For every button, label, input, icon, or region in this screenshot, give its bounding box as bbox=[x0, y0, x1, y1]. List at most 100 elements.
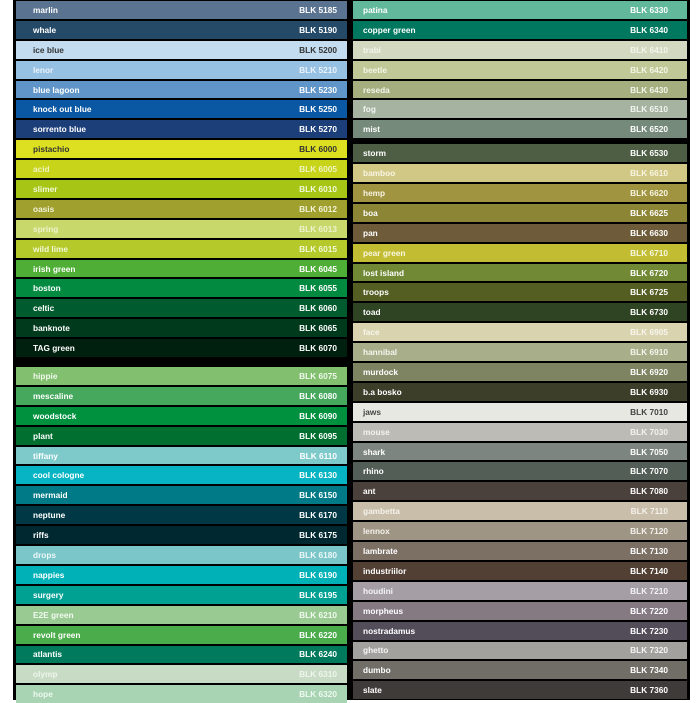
color-swatch-nappies: nappies BLK 6190 bbox=[16, 565, 347, 584]
swatch-code: BLK 6045 bbox=[299, 263, 337, 274]
swatch-code: BLK 6620 bbox=[630, 187, 668, 198]
swatch-name: acid bbox=[33, 164, 50, 175]
swatch-code: BLK 6110 bbox=[299, 450, 337, 461]
swatch-code: BLK 6015 bbox=[299, 243, 337, 254]
color-swatch-ant: ant BLK 7080 bbox=[353, 482, 687, 501]
swatch-name: industriilor bbox=[363, 565, 407, 576]
color-swatch-nostradamus: nostradamus BLK 7230 bbox=[353, 621, 687, 640]
color-swatch-troops: troops BLK 6725 bbox=[353, 283, 687, 302]
swatch-name: fog bbox=[363, 104, 376, 115]
swatch-name: troops bbox=[363, 287, 389, 298]
swatch-code: BLK 6710 bbox=[630, 247, 668, 258]
swatch-name: mist bbox=[363, 124, 381, 135]
color-swatch-shark: shark BLK 7050 bbox=[353, 442, 687, 461]
color-swatch-knock-out-blue: knock out blue BLK 5250 bbox=[16, 100, 347, 119]
swatch-code: BLK 7110 bbox=[630, 506, 668, 517]
swatch-name: lennox bbox=[363, 526, 390, 537]
swatch-name: lost island bbox=[363, 267, 405, 278]
swatch-name: dumbo bbox=[363, 665, 391, 676]
swatch-code: BLK 7030 bbox=[630, 426, 668, 437]
swatch-name: neptune bbox=[33, 510, 66, 521]
swatch-name: irish green bbox=[33, 263, 76, 274]
color-swatch-houdini: houdini BLK 7210 bbox=[353, 581, 687, 600]
swatch-name: houdini bbox=[363, 585, 393, 596]
swatch-code: BLK 6080 bbox=[299, 390, 337, 401]
swatch-name: lambrate bbox=[363, 545, 398, 556]
swatch-name: hemp bbox=[363, 187, 386, 198]
color-chart-left-column: marlin BLK 5185 whale BLK 5190 ice blue BLK 5… bbox=[13, 0, 350, 703]
color-swatch-spring: spring BLK 6013 bbox=[16, 219, 347, 238]
swatch-code: BLK 5210 bbox=[299, 64, 337, 75]
swatch-name: drops bbox=[33, 549, 57, 560]
swatch-name: revolt green bbox=[33, 629, 81, 640]
color-swatch-cool-cologne: cool cologne BLK 6130 bbox=[16, 466, 347, 485]
swatch-code: BLK 6075 bbox=[299, 370, 337, 381]
swatch-code: BLK 6420 bbox=[630, 64, 668, 75]
color-chart-right-column: patina BLK 6330 copper green BLK 6340 trabi B… bbox=[350, 0, 690, 700]
swatch-code: BLK 6220 bbox=[299, 629, 337, 640]
swatch-name: TAG green bbox=[33, 343, 75, 354]
swatch-code: BLK 7050 bbox=[630, 446, 668, 457]
swatch-code: BLK 6430 bbox=[630, 84, 668, 95]
color-swatch-irish-green: irish green BLK 6045 bbox=[16, 259, 347, 278]
color-swatch-e2e-green: E2E green BLK 6210 bbox=[16, 605, 347, 624]
swatch-name: olymp bbox=[33, 669, 58, 680]
swatch-name: ant bbox=[363, 486, 376, 497]
color-swatch-b-a-bosko: b.a bosko BLK 6930 bbox=[353, 382, 687, 401]
swatch-name: riffs bbox=[33, 530, 49, 541]
swatch-name: rhino bbox=[363, 466, 384, 477]
color-swatch-mescaline: mescaline BLK 6080 bbox=[16, 386, 347, 405]
swatch-name: hope bbox=[33, 689, 53, 700]
color-swatch-celtic: celtic BLK 6060 bbox=[16, 299, 347, 318]
swatch-code: BLK 7010 bbox=[630, 406, 668, 417]
swatch-code: BLK 6410 bbox=[630, 44, 668, 55]
swatch-name: woodstock bbox=[33, 410, 77, 421]
color-swatch-acid: acid BLK 6005 bbox=[16, 160, 347, 179]
swatch-name: reseda bbox=[363, 84, 390, 95]
swatch-name: oasis bbox=[33, 203, 55, 214]
color-swatch-mist: mist BLK 6520 bbox=[353, 120, 687, 139]
swatch-code: BLK 5250 bbox=[299, 104, 337, 115]
swatch-name: nostradamus bbox=[363, 625, 416, 636]
color-swatch-patina: patina BLK 6330 bbox=[353, 1, 687, 19]
color-swatch-copper-green: copper green BLK 6340 bbox=[353, 20, 687, 39]
swatch-name: bamboo bbox=[363, 168, 396, 179]
swatch-name: pistachio bbox=[33, 144, 70, 155]
swatch-code: BLK 6090 bbox=[299, 410, 337, 421]
swatch-name: wild lime bbox=[33, 243, 69, 254]
swatch-code: BLK 5185 bbox=[299, 4, 337, 15]
color-swatch-boston: boston BLK 6055 bbox=[16, 279, 347, 298]
swatch-name: boa bbox=[363, 207, 378, 218]
swatch-name: tiffany bbox=[33, 450, 58, 461]
color-swatch-boa: boa BLK 6625 bbox=[353, 203, 687, 222]
swatch-code: BLK 6725 bbox=[630, 287, 668, 298]
color-swatch-hope: hope BLK 6320 bbox=[16, 685, 347, 703]
color-swatch-murdock: murdock BLK 6920 bbox=[353, 363, 687, 381]
color-swatch-gambetta: gambetta BLK 7110 bbox=[353, 502, 687, 521]
swatch-name: nappies bbox=[33, 569, 65, 580]
swatch-code: BLK 6240 bbox=[299, 649, 337, 660]
swatch-name: beetle bbox=[363, 64, 387, 75]
color-swatch-rhino: rhino BLK 7070 bbox=[353, 462, 687, 481]
swatch-code: BLK 7130 bbox=[630, 545, 668, 556]
swatch-code: BLK 7320 bbox=[630, 645, 668, 656]
color-swatch-fog: fog BLK 6510 bbox=[353, 100, 687, 119]
swatch-name: lenor bbox=[33, 64, 54, 75]
color-swatch-morpheus: morpheus BLK 7220 bbox=[353, 601, 687, 620]
swatch-name: jaws bbox=[363, 406, 381, 417]
swatch-code: BLK 6170 bbox=[299, 510, 337, 521]
color-swatch-surgery: surgery BLK 6195 bbox=[16, 585, 347, 604]
swatch-code: BLK 6065 bbox=[299, 323, 337, 334]
swatch-name: slimer bbox=[33, 183, 58, 194]
swatch-code: BLK 5270 bbox=[299, 124, 337, 135]
swatch-code: BLK 6175 bbox=[299, 530, 337, 541]
swatch-name: shark bbox=[363, 446, 386, 457]
swatch-code: BLK 5190 bbox=[299, 24, 337, 35]
swatch-code: BLK 6000 bbox=[299, 144, 337, 155]
swatch-name: gambetta bbox=[363, 506, 400, 517]
swatch-code: BLK 6195 bbox=[299, 589, 337, 600]
swatch-name: plant bbox=[33, 430, 53, 441]
color-swatch-banknote: banknote BLK 6065 bbox=[16, 319, 347, 338]
color-swatch-wild-lime: wild lime BLK 6015 bbox=[16, 239, 347, 258]
swatch-code: BLK 6720 bbox=[630, 267, 668, 278]
